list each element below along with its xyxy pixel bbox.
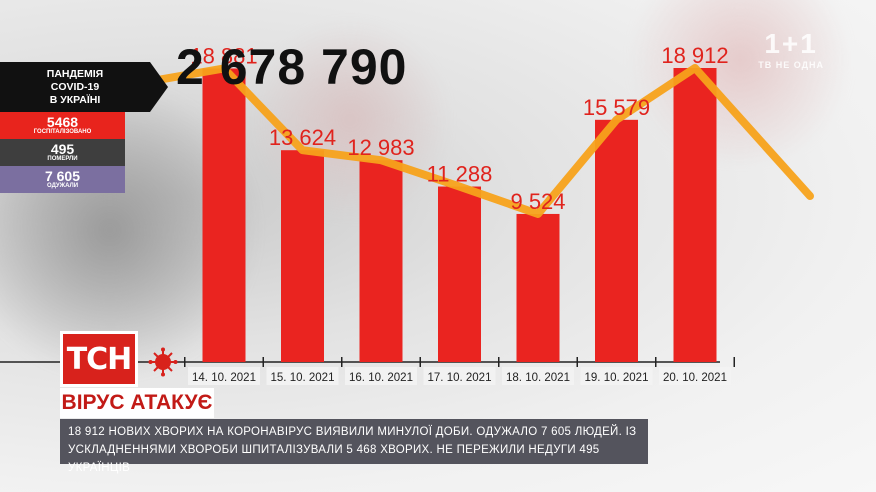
x-tick-label-bg bbox=[345, 367, 417, 385]
headline: ВІРУС АТАКУЄ bbox=[60, 388, 214, 418]
x-tick-label: 19. 10. 2021 bbox=[585, 372, 649, 384]
deaths-label: ПОМЕРЛИ bbox=[47, 156, 78, 162]
bar bbox=[595, 119, 638, 363]
trend-line bbox=[116, 64, 814, 218]
panel-title-line: COVID-19 bbox=[50, 80, 100, 93]
panel-title: ПАНДЕМІЯ COVID-19 В УКРАЇНІ bbox=[0, 62, 168, 112]
bar bbox=[359, 160, 403, 362]
virus-icon bbox=[148, 347, 178, 377]
data-label: 11 288 bbox=[427, 162, 493, 187]
deaths-stat: 495 ПОМЕРЛИ bbox=[0, 139, 125, 166]
data-label: 13 624 bbox=[269, 125, 336, 150]
x-tick-label-bg bbox=[580, 367, 653, 385]
bar bbox=[673, 68, 717, 362]
x-tick-label: 16. 10. 2021 bbox=[349, 372, 413, 384]
x-tick-label-bg bbox=[266, 367, 339, 385]
panel-title-line: ПАНДЕМІЯ bbox=[46, 67, 104, 80]
x-tick-label: 17. 10. 2021 bbox=[428, 372, 492, 384]
hospitalized-label: ГОСПІТАЛІЗОВАНО bbox=[33, 129, 92, 135]
x-tick-label: 15. 10. 2021 bbox=[271, 372, 335, 384]
bar bbox=[516, 213, 560, 362]
recovered-value: 7 605 bbox=[44, 168, 81, 184]
channel-logo-caption: ТВ НЕ ОДНА bbox=[758, 60, 824, 70]
data-label: 9 524 bbox=[510, 189, 565, 214]
hospitalized-value: 5468 bbox=[46, 114, 79, 130]
x-tick-label-bg bbox=[188, 367, 260, 385]
bar bbox=[281, 150, 324, 362]
x-tick-label: 20. 10. 2021 bbox=[663, 372, 727, 384]
x-tick-label-bg bbox=[423, 367, 496, 385]
panel-title-line: В УКРАЇНІ bbox=[49, 93, 101, 106]
x-tick-label-bg bbox=[659, 367, 731, 385]
x-tick-label: 14. 10. 2021 bbox=[192, 372, 256, 384]
background-virus-blur bbox=[620, 0, 860, 160]
recovered-stat: 7 605 ОДУЖАЛИ bbox=[0, 166, 125, 193]
tsn-logo: ТСН bbox=[60, 331, 138, 387]
data-label: 15 579 bbox=[583, 95, 650, 120]
bar bbox=[438, 186, 481, 362]
pandemic-stats-panel: ПАНДЕМІЯ COVID-19 В УКРАЇНІ 5468 ГОСПІТА… bbox=[0, 62, 170, 193]
data-label: 18 912 bbox=[661, 43, 728, 68]
channel-watermark-logo: 1+1 ТВ НЕ ОДНА bbox=[758, 28, 824, 70]
news-ticker: 18 912 НОВИХ ХВОРИХ НА КОРОНАВІРУС ВИЯВИ… bbox=[60, 419, 648, 474]
recovered-label: ОДУЖАЛИ bbox=[46, 183, 79, 189]
bar bbox=[202, 68, 246, 363]
hospitalized-stat: 5468 ГОСПІТАЛІЗОВАНО bbox=[0, 112, 125, 139]
data-label: 12 983 bbox=[347, 135, 414, 160]
x-tick-label-bg bbox=[502, 367, 574, 385]
deaths-value: 495 bbox=[50, 141, 75, 157]
data-label: 18 881 bbox=[190, 43, 257, 68]
channel-logo-text: 1+1 bbox=[764, 28, 818, 59]
x-tick-label: 18. 10. 2021 bbox=[506, 372, 570, 384]
total-cases-counter: 2 678 790 bbox=[176, 39, 408, 95]
